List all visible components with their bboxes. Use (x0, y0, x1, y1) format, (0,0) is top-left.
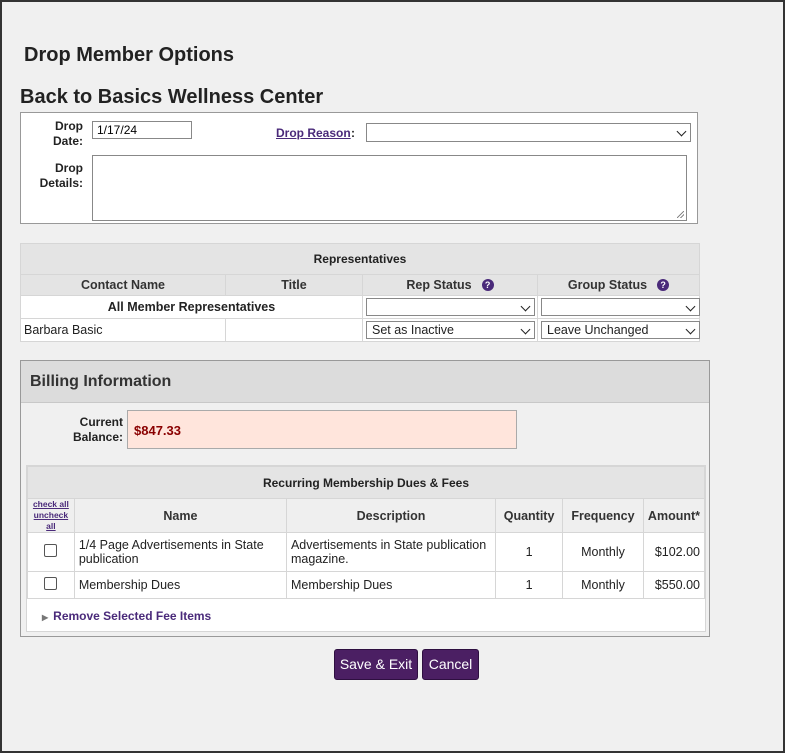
current-balance-value: $847.33 (127, 410, 517, 449)
col-contact-name: Contact Name (20, 274, 226, 296)
row-checkbox[interactable] (44, 577, 58, 590)
fee-name: 1/4 Page Advertisements in State publica… (73, 532, 287, 572)
help-icon[interactable]: ? (657, 279, 670, 291)
chevron-down-icon (685, 301, 696, 312)
fee-amount: $550.00 (642, 571, 706, 599)
remove-selected-fees-link[interactable]: ▶ Remove Selected Fee Items (42, 609, 212, 623)
all-rep-status-cell (362, 295, 538, 319)
row-checkbox-cell (27, 532, 75, 572)
fee-quantity: 1 (495, 532, 564, 572)
fees-caption: Recurring Membership Dues & Fees (27, 466, 705, 499)
org-name: Back to Basics Wellness Center (20, 86, 324, 108)
col-quantity: Quantity (495, 498, 564, 533)
table-row: Membership Dues Membership Dues 1 Monthl… (27, 571, 706, 599)
col-description: Description (285, 498, 497, 533)
all-reps-label: All Member Representatives (20, 295, 363, 319)
rep-status-select[interactable]: Set as Inactive (366, 321, 535, 339)
group-status-cell: Leave Unchanged (537, 318, 700, 342)
fees-table: Recurring Membership Dues & Fees check a… (27, 466, 706, 599)
billing-panel: Billing Information Current Balance: $847… (20, 360, 710, 637)
drop-details-label: Drop Details: (39, 161, 83, 190)
group-status-select[interactable]: Leave Unchanged (541, 321, 700, 339)
drop-date-label: Drop Date: (52, 119, 83, 148)
fee-description: Membership Dues (285, 571, 497, 599)
col-name: Name (73, 498, 287, 533)
triangle-right-icon: ▶ (42, 613, 49, 622)
table-row: Barbara Basic Set as Inactive Leave Unch… (20, 318, 700, 342)
row-checkbox[interactable] (44, 544, 58, 557)
rep-name: Barbara Basic (20, 318, 226, 342)
col-amount: Amount* (642, 498, 706, 533)
uncheck-all-link[interactable]: uncheck all (33, 510, 69, 531)
row-checkbox-cell (27, 571, 75, 599)
col-group-status: Group Status? (537, 274, 700, 296)
all-rep-status-select[interactable] (366, 298, 535, 316)
chevron-down-icon (676, 126, 687, 137)
rep-status-cell: Set as Inactive (362, 318, 538, 342)
table-row: 1/4 Page Advertisements in State publica… (27, 532, 706, 572)
drop-reason-colon: : (351, 126, 355, 140)
drop-details-textarea[interactable] (92, 155, 687, 221)
col-frequency: Frequency (562, 498, 644, 533)
chevron-down-icon (685, 324, 696, 335)
current-balance-label: Current Balance: (72, 415, 123, 444)
fees-panel: Recurring Membership Dues & Fees check a… (26, 465, 706, 632)
save-exit-button[interactable]: Save & Exit (334, 649, 418, 680)
chevron-down-icon (520, 324, 531, 335)
drop-reason-select[interactable] (366, 123, 691, 142)
fee-frequency: Monthly (562, 571, 644, 599)
representatives-table: Representatives Contact Name Title Rep S… (20, 243, 700, 342)
fee-quantity: 1 (495, 571, 564, 599)
col-rep-status: Rep Status? (362, 274, 538, 296)
help-icon[interactable]: ? (481, 279, 494, 291)
drop-reason-link[interactable]: Drop Reason (276, 126, 351, 140)
fee-name: Membership Dues (73, 571, 287, 599)
all-group-status-select[interactable] (541, 298, 700, 316)
cancel-button[interactable]: Cancel (422, 649, 479, 680)
resize-grip-icon[interactable] (677, 211, 684, 218)
fee-frequency: Monthly (562, 532, 644, 572)
billing-heading: Billing Information (21, 361, 709, 403)
col-title: Title (225, 274, 363, 296)
check-links-cell: check all uncheck all (27, 498, 75, 533)
fee-description: Advertisements in State publication maga… (285, 532, 497, 572)
drop-date-input[interactable] (92, 121, 192, 139)
representatives-caption: Representatives (20, 243, 700, 275)
chevron-down-icon (520, 301, 531, 312)
fee-amount: $102.00 (642, 532, 706, 572)
check-all-link[interactable]: check all (32, 499, 69, 509)
rep-title (225, 318, 363, 342)
all-group-status-cell (537, 295, 700, 319)
page-title: Drop Member Options (24, 44, 235, 66)
